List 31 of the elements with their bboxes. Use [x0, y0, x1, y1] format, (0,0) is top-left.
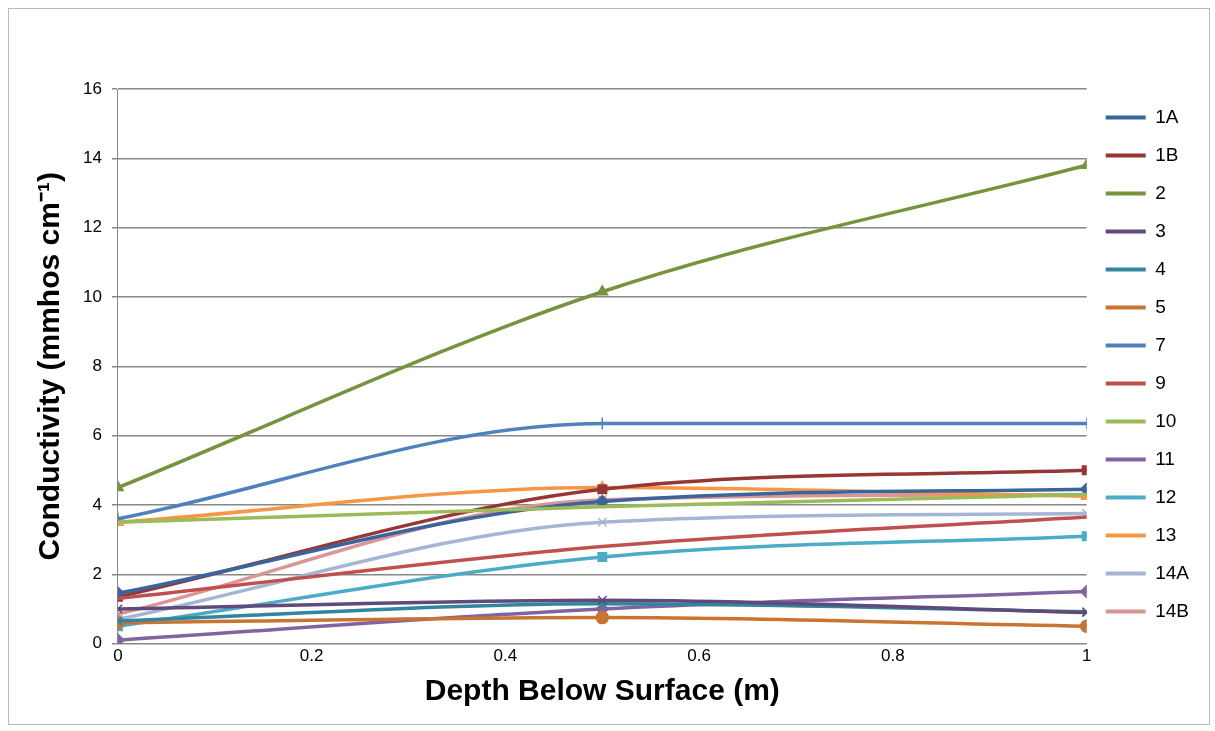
legend-label: 2 — [1155, 181, 1166, 203]
x-tick-label: 0.8 — [881, 646, 905, 666]
legend-label: 1A — [1155, 105, 1179, 127]
legend-label: 7 — [1155, 333, 1166, 355]
y-tick-label: 12 — [82, 217, 102, 237]
y-tick-label: 8 — [92, 355, 102, 375]
y-tick-label: 4 — [92, 494, 102, 514]
legend-label: 14B — [1155, 599, 1190, 621]
x-tick-label: 1 — [1081, 646, 1092, 666]
y-tick-label: 6 — [92, 425, 102, 445]
legend-label: 11 — [1155, 447, 1175, 469]
legend-label: 5 — [1155, 295, 1166, 317]
x-tick-label: 0 — [113, 646, 123, 666]
legend-label: 13 — [1155, 523, 1177, 545]
y-tick-label: 2 — [92, 563, 102, 583]
y-tick-label: 0 — [92, 633, 102, 653]
legend-label: 3 — [1155, 219, 1166, 241]
x-tick-label: 0.6 — [687, 646, 711, 666]
y-tick-label: 16 — [82, 78, 102, 98]
x-axis-title: Depth Below Surface (m) — [424, 673, 780, 707]
x-tick-label: 0.2 — [299, 646, 324, 666]
legend-label: 14A — [1155, 561, 1190, 583]
x-tick-label: 0.4 — [493, 646, 518, 666]
legend-label: 9 — [1155, 371, 1166, 393]
legend-label: 10 — [1155, 409, 1177, 431]
legend-label: 12 — [1155, 485, 1177, 507]
legend-label: 4 — [1155, 257, 1167, 279]
y-axis-title: Conductivity (mmhos cm⁻¹) — [32, 172, 66, 561]
y-tick-label: 14 — [82, 148, 102, 168]
legend-label: 1B — [1155, 143, 1179, 165]
y-tick-label: 10 — [82, 286, 102, 306]
